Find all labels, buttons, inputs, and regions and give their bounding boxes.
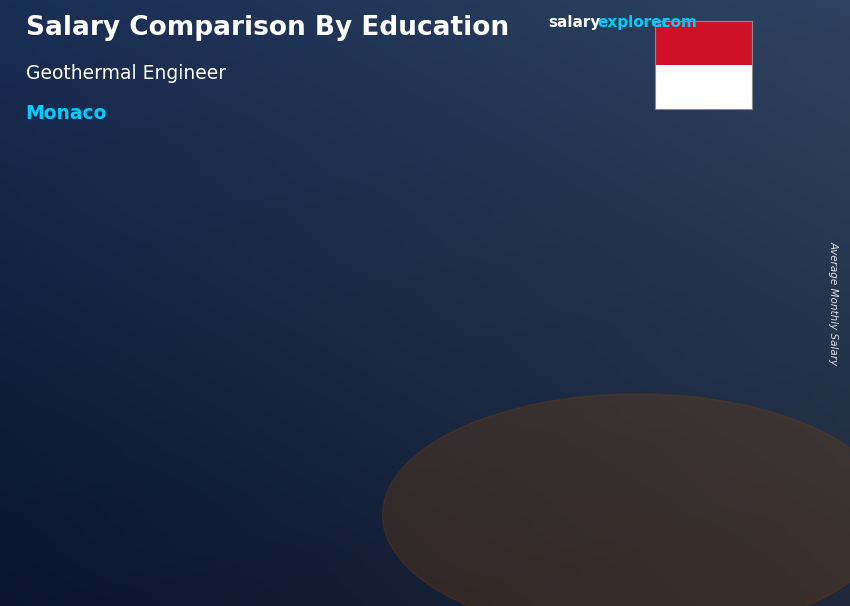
Bar [89, 398, 162, 400]
Bar [654, 170, 662, 521]
Text: explorer: explorer [598, 15, 670, 30]
Text: +48%: +48% [450, 108, 507, 126]
Text: Monaco: Monaco [26, 104, 107, 123]
Bar [513, 213, 586, 218]
Text: 6,840 EUR: 6,840 EUR [581, 149, 647, 162]
Bar [577, 213, 586, 521]
Bar [89, 398, 98, 521]
Text: 4,060 EUR: 4,060 EUR [298, 292, 365, 305]
Bar [230, 373, 303, 521]
Text: 2,400 EUR: 2,400 EUR [16, 377, 82, 390]
Text: Average Monthly Salary: Average Monthly Salary [829, 241, 839, 365]
Text: +41%: +41% [309, 228, 366, 246]
Bar [154, 398, 162, 521]
Text: 6,010 EUR: 6,010 EUR [439, 192, 506, 205]
Text: 2,890 EUR: 2,890 EUR [157, 352, 223, 365]
Text: +20%: +20% [167, 306, 225, 324]
Bar [654, 170, 727, 521]
Bar [371, 313, 445, 521]
Bar [230, 373, 303, 376]
Text: Geothermal Engineer: Geothermal Engineer [26, 64, 225, 82]
Bar [654, 21, 752, 65]
Bar [718, 170, 727, 521]
Bar [89, 398, 162, 521]
Ellipse shape [382, 394, 850, 606]
Bar [436, 313, 445, 521]
Bar [513, 213, 521, 521]
Bar [513, 213, 586, 521]
Text: .com: .com [656, 15, 697, 30]
Bar [654, 170, 727, 176]
Text: salary: salary [548, 15, 601, 30]
Text: Salary Comparison By Education: Salary Comparison By Education [26, 15, 508, 41]
Bar [295, 373, 303, 521]
Text: +14%: +14% [591, 75, 649, 93]
Bar [230, 373, 239, 521]
Bar [371, 313, 445, 316]
Bar [654, 65, 752, 109]
Bar [371, 313, 380, 521]
